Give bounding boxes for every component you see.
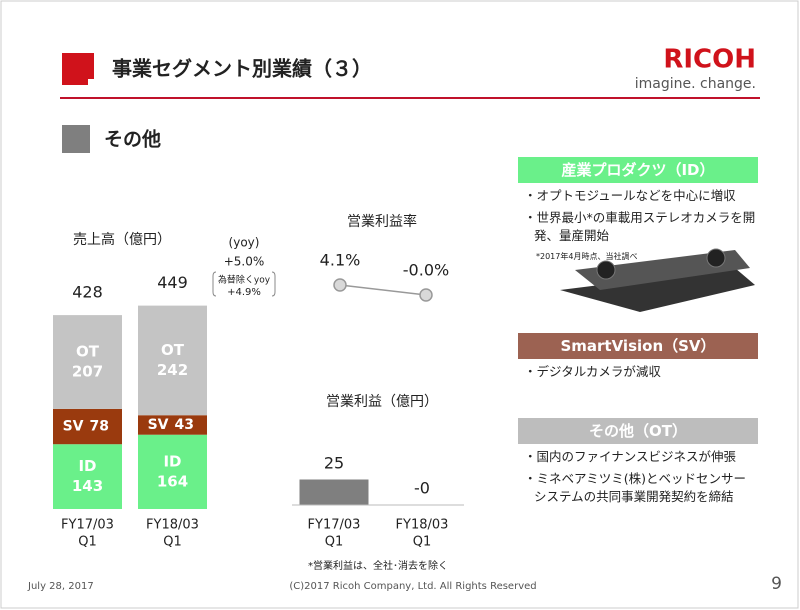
bar-segment — [53, 315, 122, 409]
segment-value: 242 — [157, 361, 188, 379]
segment-name: OT — [161, 341, 185, 359]
camera-image — [560, 248, 755, 312]
bullet: ・デジタルカメラが減収 — [524, 364, 661, 379]
segment-value: 164 — [157, 472, 188, 490]
segment-value: 43 — [175, 417, 194, 433]
bar-segment — [138, 305, 207, 416]
x-tick-label: Q1 — [163, 535, 182, 550]
footer-copyright: (C)2017 Ricoh Company, Ltd. All Rights R… — [289, 581, 536, 592]
panel-title: 産業プロダクツ（ID） — [518, 157, 758, 183]
margin-line — [339, 284, 427, 296]
bar-segment — [138, 434, 207, 509]
x-tick-label: FY17/03 — [308, 518, 361, 533]
bullet: ・世界最小*の車載用ステレオカメラを開発、量産開始 — [524, 210, 756, 243]
profit-note: *営業利益は、全社･消去を除く — [308, 559, 448, 572]
profit-label: -0 — [414, 479, 430, 498]
page-number: 9 — [771, 574, 782, 594]
margin-label: 4.1% — [320, 250, 361, 269]
yoy-fx-label: 為替除くyoy — [218, 274, 271, 286]
panel: SmartVision（SV） ・デジタルカメラが減収 — [518, 333, 758, 381]
tagline: imagine. change. — [635, 76, 756, 92]
yoy-value: +5.0% — [224, 255, 265, 269]
bar-segment — [53, 408, 122, 445]
segment-name: SV — [63, 419, 84, 435]
total-label: 428 — [72, 283, 103, 302]
section-title: その他 — [104, 128, 161, 151]
margin-point — [419, 288, 433, 302]
footer-date: July 28, 2017 — [27, 581, 94, 592]
yoy-bracket — [212, 271, 276, 297]
segment-value: 78 — [90, 419, 109, 435]
segment-name: ID — [78, 457, 96, 475]
bullet: ・ミネベアミツミ(株)とベッドセンサーシステムの共同事業開発契約を締結 — [524, 471, 747, 504]
profit-bar — [299, 479, 369, 506]
section-icon — [62, 125, 90, 153]
x-tick-label: FY18/03 — [396, 518, 449, 533]
logo: RICOH — [663, 45, 756, 75]
x-tick-label: Q1 — [325, 535, 344, 550]
x-tick-label: Q1 — [413, 535, 432, 550]
segment-name: ID — [163, 452, 181, 470]
segment-value: 207 — [72, 363, 103, 381]
bullet: ・オプトモジュールなどを中心に増収 — [524, 188, 736, 203]
panel: その他（OT） ・国内のファイナンスビジネスが伸張・ミネベアミツミ(株)とベッドセ… — [518, 418, 758, 506]
segment-name: SV — [148, 417, 169, 433]
title-icon-notch — [88, 79, 94, 85]
panel-note: *2017年4月時点、当社調べ — [536, 252, 638, 261]
panel-title: その他（OT） — [518, 418, 758, 444]
margin-title: 営業利益率 — [347, 213, 417, 230]
yoy-fx-value: +4.9% — [227, 287, 261, 298]
panel-title: SmartVision（SV） — [518, 333, 758, 359]
segment-value: 143 — [72, 477, 103, 495]
profit-title: 営業利益（億円） — [326, 394, 438, 410]
margin-point — [333, 278, 347, 292]
x-tick-label: Q1 — [78, 535, 97, 550]
yoy-label: (yoy) — [229, 236, 260, 250]
total-label: 449 — [157, 273, 188, 292]
bar-segment — [53, 444, 122, 509]
title: 事業セグメント別業績（３） — [112, 57, 372, 81]
segment-name: OT — [76, 343, 100, 361]
bar-segment — [138, 415, 207, 435]
profit-label: 25 — [324, 454, 344, 473]
x-tick-label: FY18/03 — [146, 518, 199, 533]
x-tick-label: FY17/03 — [61, 518, 114, 533]
panel: 産業プロダクツ（ID） ・オプトモジュールなどを中心に増収・世界最小*の車載用ステ… — [518, 157, 758, 262]
sales-title: 売上高（億円） — [73, 231, 171, 248]
bullet: ・国内のファイナンスビジネスが伸張 — [524, 449, 737, 464]
margin-label: -0.0% — [403, 261, 449, 280]
